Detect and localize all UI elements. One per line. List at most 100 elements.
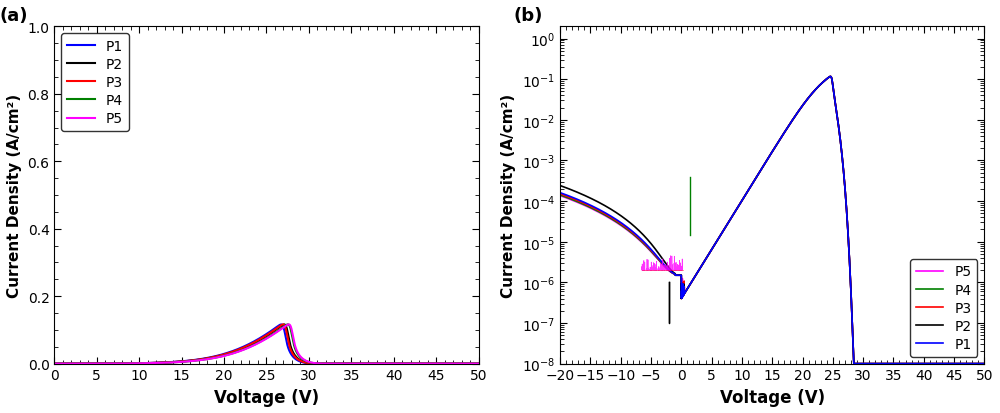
P3 <box>824 75 836 80</box>
P3 <box>978 361 990 366</box>
Line: P1: P1 <box>54 325 479 364</box>
P4 <box>211 355 223 360</box>
P5 <box>978 361 990 366</box>
P2 <box>805 93 817 98</box>
P5 <box>48 361 60 366</box>
P2 <box>419 361 431 366</box>
P3 <box>805 93 817 98</box>
Line: P1: P1 <box>560 77 984 364</box>
X-axis label: Voltage (V): Voltage (V) <box>214 388 319 406</box>
P5 <box>554 194 566 199</box>
P5 <box>229 350 241 355</box>
P2 <box>97 361 109 366</box>
P1 <box>554 191 566 196</box>
P3 <box>708 244 720 249</box>
Y-axis label: Current Density (A/cm²): Current Density (A/cm²) <box>7 94 22 297</box>
P2 <box>708 244 720 249</box>
P3 <box>419 361 431 366</box>
P4 <box>229 350 241 355</box>
P5 <box>419 361 431 366</box>
P2 <box>554 184 566 189</box>
P2 <box>848 361 860 366</box>
P2 <box>869 361 881 366</box>
P5 <box>575 202 587 207</box>
Line: P2: P2 <box>560 77 984 364</box>
Line: P5: P5 <box>54 325 479 364</box>
P4 <box>48 361 60 366</box>
P1 <box>419 361 431 366</box>
P1 <box>824 75 836 80</box>
P5 <box>464 361 476 366</box>
Line: P3: P3 <box>560 77 984 364</box>
P1 <box>708 244 720 249</box>
P2 <box>978 361 990 366</box>
P3 <box>824 75 836 80</box>
P5 <box>848 361 860 366</box>
P1 <box>275 322 287 327</box>
P3 <box>464 361 476 366</box>
P1 <box>978 361 990 366</box>
P5 <box>891 361 903 366</box>
P4 <box>419 361 431 366</box>
P3 <box>211 354 223 359</box>
P1 <box>575 199 587 204</box>
P2 <box>211 354 223 359</box>
P5 <box>473 361 485 366</box>
P5 <box>805 93 817 98</box>
P3 <box>48 361 60 366</box>
P3 <box>229 349 241 354</box>
P5 <box>122 361 134 366</box>
Line: P5: P5 <box>560 77 984 364</box>
P3 <box>122 361 134 366</box>
P1 <box>824 75 836 80</box>
P1 <box>869 361 881 366</box>
P5 <box>824 75 836 80</box>
P4 <box>869 361 881 366</box>
P2 <box>229 349 241 354</box>
Y-axis label: Current Density (A/cm²): Current Density (A/cm²) <box>501 94 516 297</box>
P1 <box>211 354 223 358</box>
P3 <box>97 361 109 366</box>
P4 <box>891 361 903 366</box>
P4 <box>464 361 476 366</box>
P1 <box>805 93 817 98</box>
P4 <box>848 361 860 366</box>
P4 <box>473 361 485 366</box>
P2 <box>824 75 836 80</box>
P4 <box>978 361 990 366</box>
P1 <box>48 361 60 366</box>
P1 <box>464 361 476 366</box>
Legend: P1, P2, P3, P4, P5: P1, P2, P3, P4, P5 <box>61 34 129 132</box>
P3 <box>554 192 566 197</box>
P4 <box>708 244 720 249</box>
Line: P2: P2 <box>54 325 479 364</box>
P4 <box>805 93 817 98</box>
Line: P4: P4 <box>560 77 984 364</box>
P2 <box>575 192 587 197</box>
P2 <box>891 361 903 366</box>
P1 <box>229 348 241 353</box>
Line: P4: P4 <box>54 325 479 364</box>
P5 <box>824 75 836 80</box>
P3 <box>891 361 903 366</box>
P4 <box>575 202 587 206</box>
P3 <box>277 322 289 327</box>
Text: (a): (a) <box>0 7 28 24</box>
P4 <box>824 75 836 80</box>
P4 <box>824 75 836 80</box>
P5 <box>708 244 720 249</box>
X-axis label: Voltage (V): Voltage (V) <box>720 388 825 406</box>
P2 <box>473 361 485 366</box>
Legend: P5, P4, P3, P2, P1: P5, P4, P3, P2, P1 <box>910 259 977 357</box>
P3 <box>575 200 587 205</box>
P2 <box>48 361 60 366</box>
P4 <box>122 361 134 366</box>
P2 <box>122 361 134 366</box>
P1 <box>891 361 903 366</box>
P2 <box>464 361 476 366</box>
P2 <box>824 75 836 80</box>
P5 <box>97 361 109 366</box>
P4 <box>97 361 109 366</box>
P5 <box>283 322 295 327</box>
P5 <box>869 361 881 366</box>
